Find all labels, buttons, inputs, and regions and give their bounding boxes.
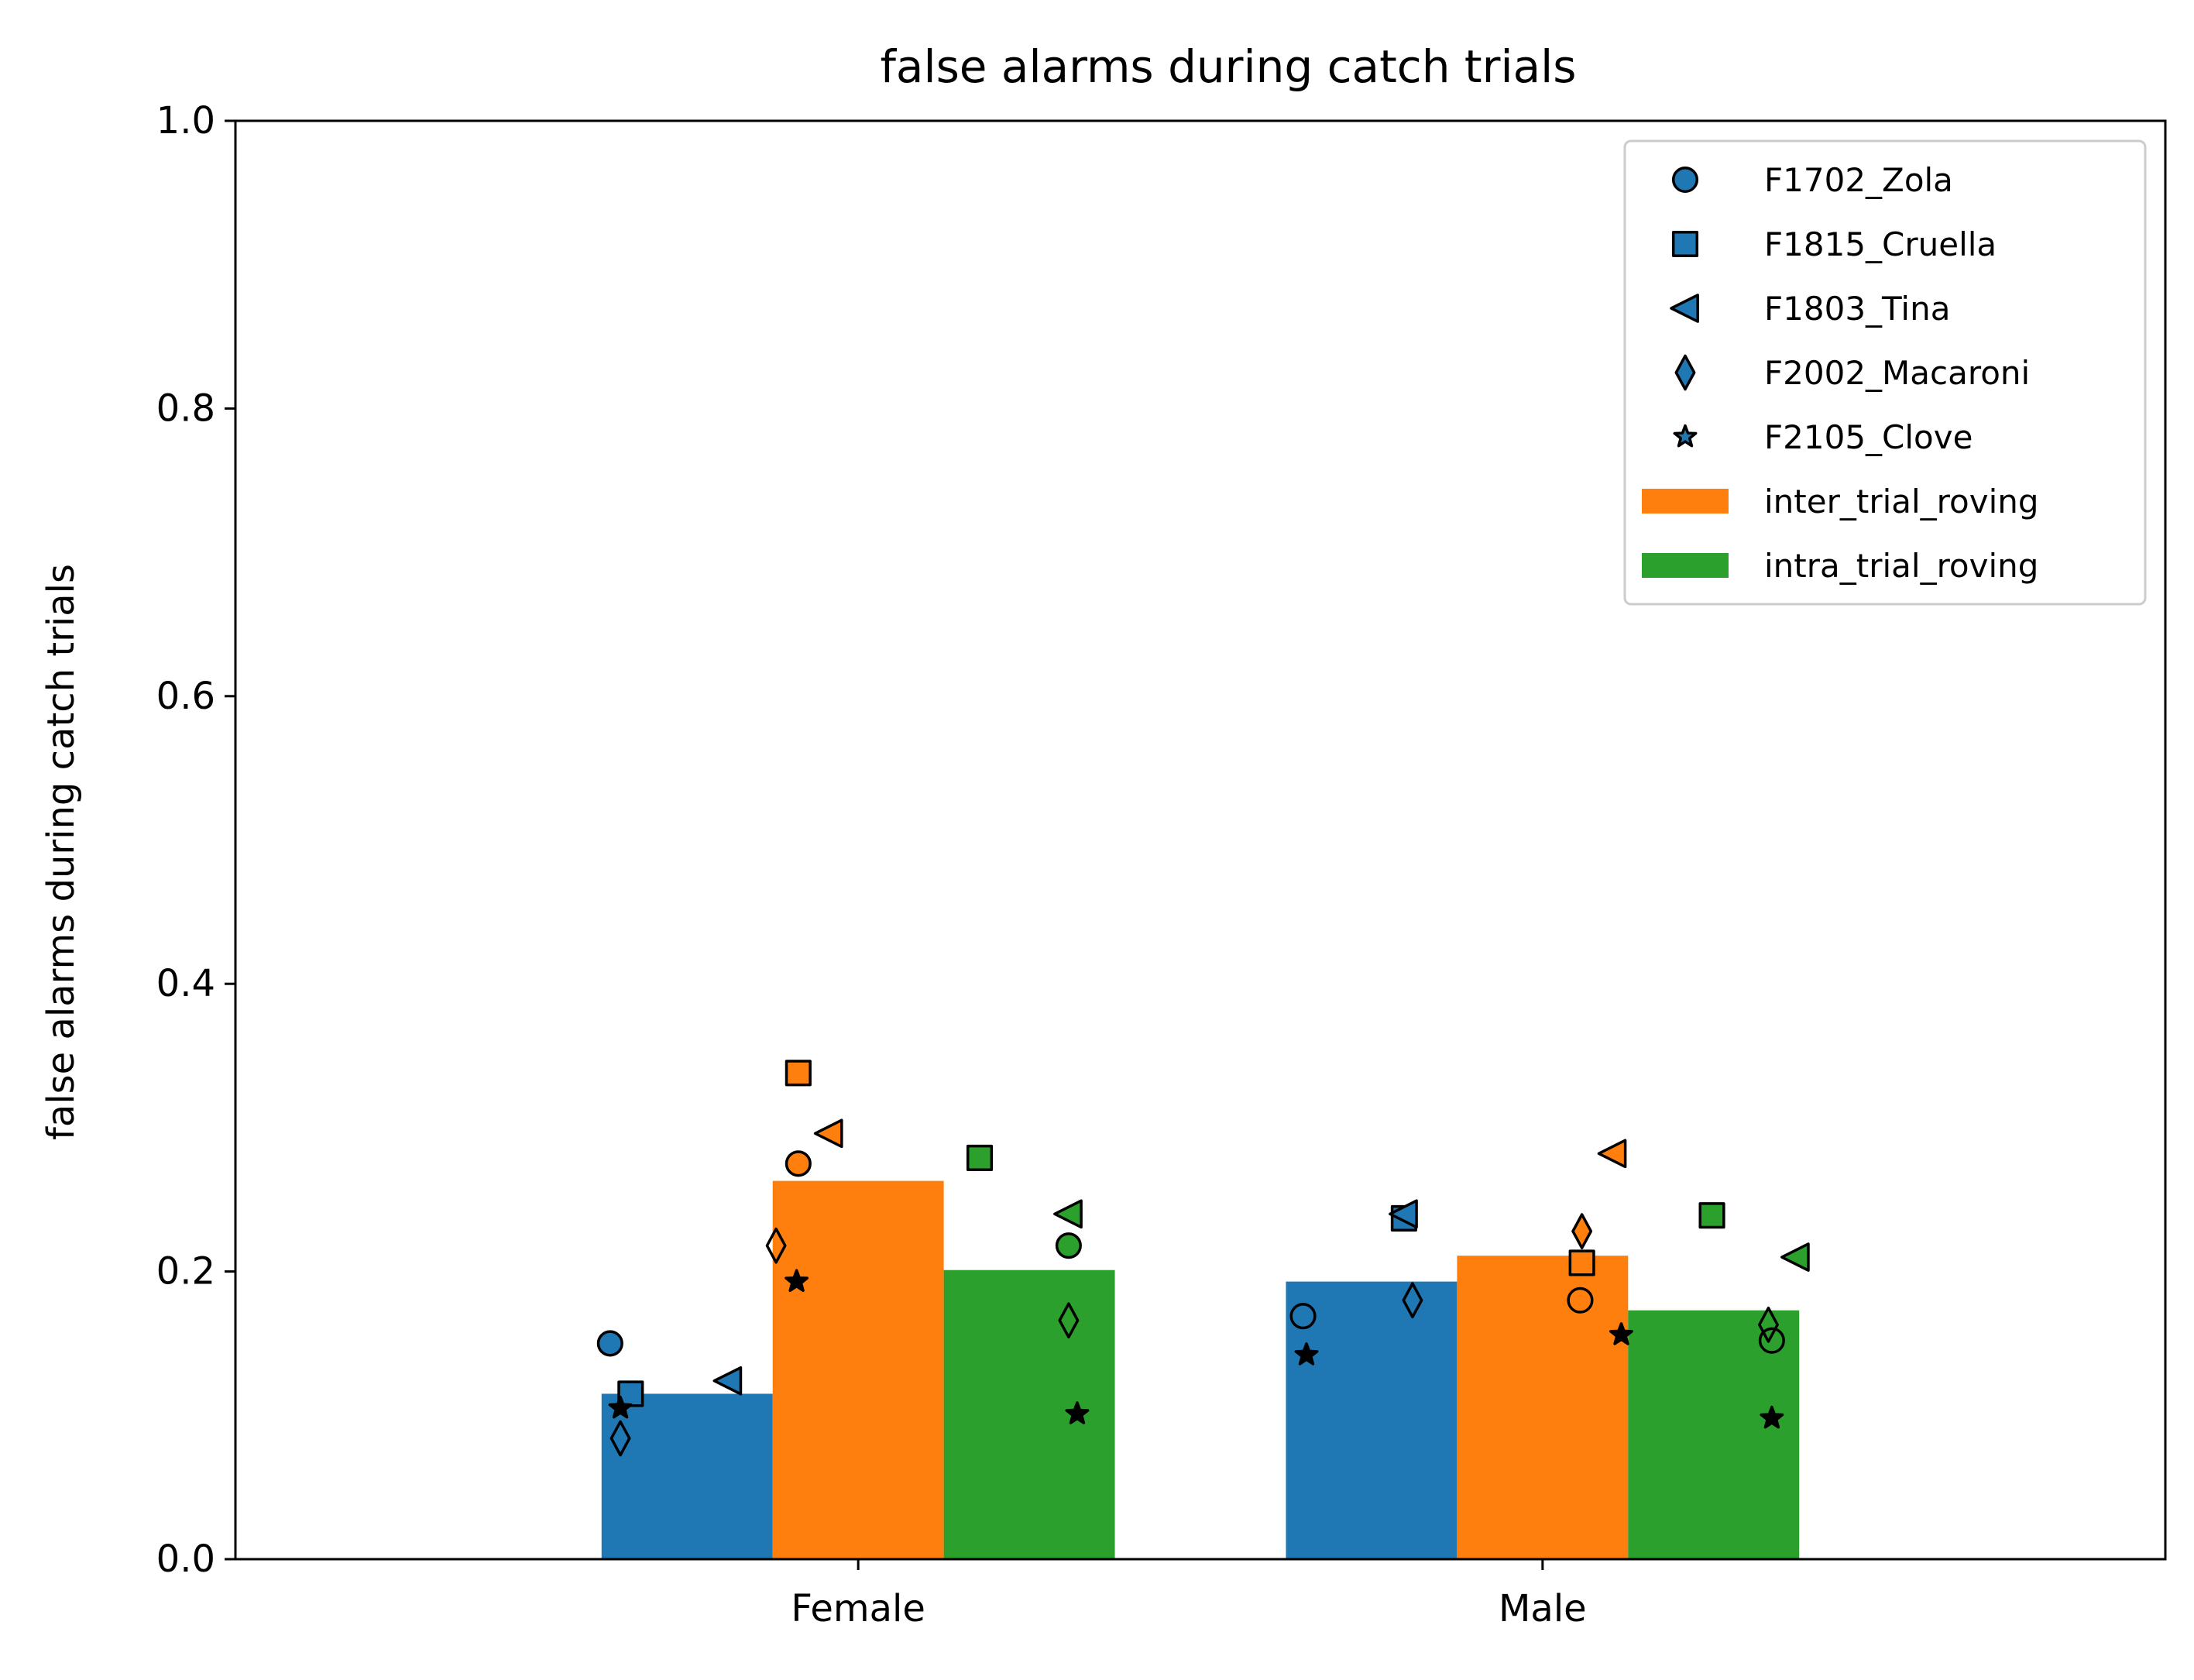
point-female-intra-f1803-tina	[1053, 1199, 1083, 1229]
point-male-inter-f2105-clove	[1609, 1322, 1633, 1345]
legend-label-inter: inter_trial_roving	[1764, 483, 2039, 520]
y-tick-label: 0.8	[156, 387, 215, 430]
point-female-inter-f1702-zola	[785, 1150, 812, 1177]
plot-frame	[234, 119, 2167, 1561]
point-female-control-f2105-clove	[608, 1395, 633, 1419]
legend-marker-f1803-tina	[1670, 294, 1699, 323]
point-female-inter-f2002-macaroni	[765, 1227, 787, 1264]
y-tick-label: 1.0	[156, 99, 215, 143]
legend-label-f2105-clove: F2105_Clove	[1764, 418, 1973, 456]
point-female-inter-f2105-clove	[785, 1269, 809, 1292]
legend-label-intra: intra_trial_roving	[1764, 547, 2038, 585]
points-layer	[596, 1060, 1810, 1457]
point-male-inter-f2002-macaroni	[1571, 1213, 1593, 1249]
point-male-intra-f1803-tina	[1780, 1242, 1810, 1272]
point-female-intra-f1815-cruella	[966, 1144, 994, 1171]
y-tick-label: 0.2	[156, 1250, 215, 1293]
legend-marker-f1702-zola	[1671, 166, 1699, 194]
bar-female-intra	[943, 1269, 1115, 1559]
legend: F1702_Zola F1815_Cruella F1803_Tina F2002_M…	[1623, 139, 2147, 606]
point-male-intra-f1702-zola	[1758, 1327, 1785, 1354]
legend-label-f1803-tina: F1803_Tina	[1764, 290, 1950, 328]
point-male-inter-f1803-tina	[1597, 1139, 1627, 1169]
point-female-control-f1702-zola	[596, 1330, 623, 1357]
point-male-inter-f1702-zola	[1567, 1287, 1594, 1314]
legend-marker-f1815-cruella	[1671, 230, 1699, 258]
point-female-intra-f2002-macaroni	[1058, 1302, 1080, 1339]
point-female-control-f1803-tina	[712, 1366, 743, 1396]
y-axis-label: false alarms during catch trials	[39, 564, 83, 1140]
chart-title: false alarms during catch trials	[881, 40, 1577, 93]
x-tick-label-male: Male	[1499, 1587, 1587, 1630]
point-male-control-f2105-clove	[1294, 1342, 1319, 1366]
bar-male-inter	[1457, 1256, 1629, 1559]
bar-male-control	[1286, 1281, 1458, 1559]
point-female-inter-f1803-tina	[813, 1118, 843, 1149]
point-female-intra-f2105-clove	[1065, 1401, 1090, 1424]
legend-marker-f2002-macaroni	[1674, 354, 1696, 391]
point-male-control-f1702-zola	[1289, 1303, 1317, 1330]
y-tick-label: 0.6	[156, 675, 215, 718]
x-tick-label-female: Female	[791, 1587, 925, 1630]
bar-female-control	[601, 1393, 773, 1559]
point-female-inter-f1815-cruella	[785, 1060, 812, 1087]
point-female-intra-f1702-zola	[1055, 1232, 1082, 1259]
legend-frame	[1623, 139, 2147, 606]
legend-swatch-intra	[1642, 553, 1729, 578]
bars-layer	[601, 1180, 1800, 1559]
legend-label-f1702-zola: F1702_Zola	[1764, 161, 1953, 199]
legend-swatch-inter	[1642, 489, 1729, 514]
point-male-control-f1803-tina	[1389, 1199, 1418, 1229]
legend-label-f2002-macaroni: F2002_Macaroni	[1764, 354, 2030, 392]
bar-male-intra	[1628, 1310, 1800, 1559]
x-axis: Female Male	[791, 1559, 1587, 1630]
y-axis: 0.0 0.2 0.4 0.6 0.8 1.0	[156, 99, 235, 1581]
y-tick-label: 0.0	[156, 1537, 215, 1581]
point-male-control-f2002-macaroni	[1402, 1282, 1423, 1319]
point-male-inter-f1815-cruella	[1568, 1249, 1595, 1276]
bar-female-inter	[772, 1180, 944, 1559]
point-female-control-f2002-macaroni	[609, 1420, 631, 1457]
point-male-intra-f2002-macaroni	[1758, 1306, 1779, 1343]
legend-label-f1815-cruella: F1815_Cruella	[1764, 225, 1997, 263]
legend-marker-f2105-clove	[1673, 424, 1698, 448]
point-male-intra-f2105-clove	[1760, 1405, 1784, 1429]
point-male-intra-f1815-cruella	[1698, 1202, 1725, 1229]
y-tick-label: 0.4	[156, 962, 215, 1005]
